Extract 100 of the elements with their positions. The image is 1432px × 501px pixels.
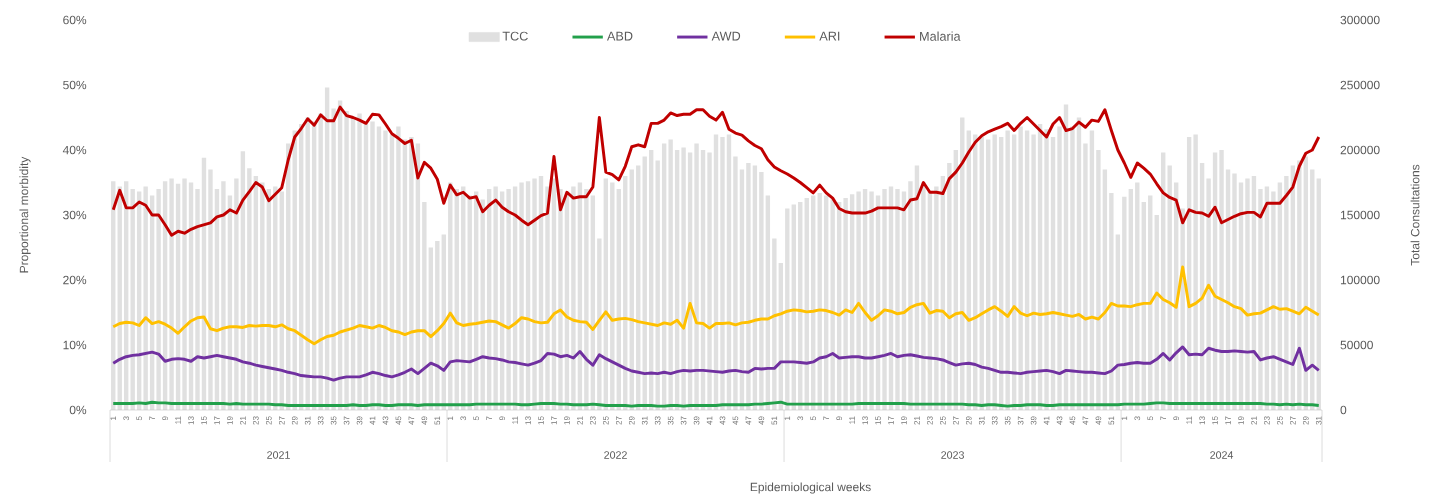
bar (681, 147, 686, 410)
x-tick-label: 17 (888, 416, 894, 425)
x-tick-label: 27 (953, 416, 959, 425)
x-tick-label: 25 (1277, 416, 1283, 425)
bar (396, 126, 401, 410)
y-tick-label: 40% (62, 145, 87, 155)
bar (1083, 143, 1088, 410)
bar (882, 189, 887, 410)
x-tick-label: 27 (1290, 416, 1296, 425)
bar (331, 108, 336, 410)
x-tick-label: 45 (1069, 416, 1076, 425)
x-tick-label: 39 (693, 416, 700, 425)
bar (772, 238, 777, 410)
x-tick-label: 45 (732, 416, 739, 425)
x-tick-label: 39 (1030, 416, 1037, 425)
bar (409, 137, 414, 410)
bar (694, 143, 699, 410)
bar (195, 189, 200, 410)
legend-label: ABD (606, 31, 633, 41)
text: 2021 (267, 451, 290, 459)
x-tick-label: 15 (1212, 416, 1218, 425)
x-tick-label: 3 (123, 416, 130, 421)
bar (1297, 160, 1302, 410)
x-tick-label: 51 (1108, 416, 1115, 425)
bar (545, 186, 550, 410)
bar (1031, 134, 1036, 410)
bar (610, 182, 615, 410)
x-tick-label: 39 (356, 416, 363, 425)
bar (169, 178, 174, 410)
x-tick-label: 7 (486, 416, 492, 421)
y-tick-label: 20% (63, 275, 87, 285)
x-tick-label: 33 (654, 416, 661, 425)
bar (435, 241, 440, 410)
y2-tick-label: 200000 (1340, 145, 1380, 155)
bar (934, 186, 939, 410)
bar (733, 156, 738, 410)
bar (221, 181, 226, 410)
x-tick-label: 3 (460, 416, 467, 421)
x-tick-label: 37 (343, 416, 350, 425)
bar (1096, 150, 1101, 410)
x-tick-label: 11 (849, 416, 855, 424)
text: 2024 (1210, 451, 1234, 459)
bar (344, 111, 349, 410)
bar (182, 178, 187, 410)
legend-label: TCC (502, 31, 528, 41)
x-tick-label: 47 (1082, 416, 1089, 425)
x-tick-label: 3 (797, 416, 804, 421)
bar (746, 163, 751, 410)
x-tick-label: 29 (1302, 416, 1309, 425)
bar (130, 189, 135, 410)
x-tick-label: 33 (317, 416, 324, 425)
bar (383, 130, 388, 410)
bar (1005, 130, 1010, 410)
x-tick-label: 25 (940, 416, 946, 425)
x-tick-label: 13 (1199, 416, 1205, 425)
x-tick-label: 7 (823, 416, 829, 421)
x-tick-label: 19 (1238, 416, 1244, 425)
x-tick-label: 1 (110, 416, 116, 420)
bar (1122, 196, 1127, 410)
x-tick-label: 15 (875, 416, 881, 425)
x-tick-label: 5 (1147, 416, 1154, 421)
x-tick-label: 37 (680, 416, 687, 425)
x-tick-label: 23 (590, 416, 596, 425)
bar (422, 202, 427, 410)
bar (247, 168, 252, 410)
y-tick-label: 0% (69, 405, 87, 415)
x-tick-label: 21 (1251, 416, 1257, 425)
bar (1258, 189, 1263, 410)
bar (707, 152, 712, 410)
y2-tick-label: 150000 (1340, 210, 1380, 220)
x-tick-label: 5 (473, 416, 479, 421)
x-tick-label: 49 (758, 416, 765, 425)
y-tick-label: 60% (63, 15, 87, 25)
x-tick-label: 31 (978, 416, 985, 425)
x-tick-label: 31 (304, 416, 311, 425)
bar (1193, 134, 1198, 410)
bar (1167, 165, 1172, 410)
x-tick-label: 35 (1004, 416, 1011, 425)
x-tick-label: 49 (421, 416, 428, 425)
x-tick-label: 43 (719, 416, 726, 425)
x-tick-label: 27 (616, 416, 622, 425)
x-tick-label: 9 (499, 416, 505, 421)
x-tick-label: 15 (201, 416, 207, 425)
x-tick-label: 33 (991, 416, 998, 425)
bar (506, 189, 511, 410)
x-tick-label: 29 (965, 416, 972, 425)
x-tick-label: 13 (862, 416, 868, 425)
x-tick-label: 43 (1056, 416, 1063, 425)
x-tick-label: 21 (914, 416, 920, 425)
x-tick-label: 23 (927, 416, 933, 425)
y2-tick-label: 50000 (1340, 340, 1373, 350)
x-tick-label: 47 (408, 416, 415, 425)
bar (843, 198, 848, 410)
bar (1284, 176, 1289, 410)
bar (305, 117, 310, 410)
text: 2023 (941, 451, 964, 459)
x-tick-label: 13 (525, 416, 531, 425)
x-tick-label: 21 (577, 416, 583, 425)
x-tick-label: 45 (395, 416, 402, 425)
y2-tick-label: 300000 (1340, 15, 1380, 25)
